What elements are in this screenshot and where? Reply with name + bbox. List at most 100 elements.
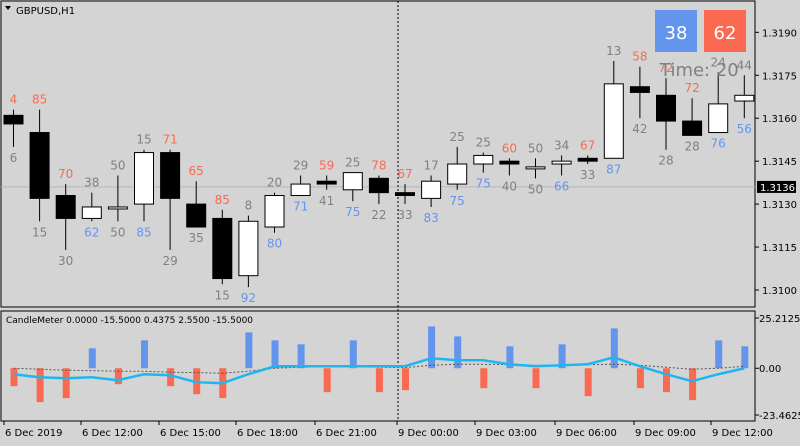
bear-candle[interactable] — [395, 192, 415, 197]
time-tick-label: 9 Dec 00:00 — [398, 428, 459, 439]
time-tick-label: 6 Dec 21:00 — [316, 428, 377, 439]
candle-bottom-percent: 75 — [450, 194, 465, 208]
bull-candle[interactable] — [81, 206, 102, 219]
bear-candle[interactable] — [55, 195, 76, 219]
candle-bottom-percent: 87 — [606, 162, 621, 176]
candle-bottom-percent: 75 — [345, 205, 360, 219]
candle-top-percent: 72 — [684, 81, 699, 95]
candle-bottom-percent: 28 — [684, 139, 699, 153]
candle-top-percent: 59 — [319, 158, 334, 172]
price-tick-label: 1.3175 — [762, 71, 797, 82]
histogram-bar-down — [663, 368, 670, 393]
chart-menu-triangle-icon[interactable] — [5, 6, 11, 10]
candle-top-percent: 8 — [245, 199, 253, 213]
bull-candle[interactable] — [708, 103, 729, 134]
indicator-signal-line — [13, 355, 745, 385]
candle-top-percent: 25 — [476, 136, 491, 150]
bear-candle[interactable] — [629, 86, 650, 93]
bear-candle[interactable] — [316, 180, 337, 185]
histogram-bar-down — [10, 368, 18, 387]
bull-candle[interactable] — [525, 166, 546, 170]
candle-top-percent: 72 — [658, 61, 673, 75]
current-price-box — [757, 180, 796, 193]
bull-candle[interactable] — [238, 220, 259, 277]
candle-top-percent: 17 — [423, 158, 438, 172]
candle-top-percent: 4 — [10, 93, 18, 107]
current-price-label: 1.3136 — [760, 183, 795, 194]
bear-candle[interactable] — [3, 114, 24, 125]
histogram-bar-down — [167, 368, 175, 387]
bull-candle[interactable] — [734, 94, 755, 102]
bear-candle[interactable] — [160, 152, 181, 199]
candle-top-percent: 67 — [580, 138, 595, 152]
buyers-box — [655, 10, 697, 52]
bear-candle[interactable] — [499, 160, 520, 165]
time-tick-label: 9 Dec 06:00 — [556, 428, 617, 439]
histogram-bar-up — [558, 344, 566, 369]
candle-top-percent: 78 — [371, 158, 386, 172]
candle-bottom-percent: 15 — [215, 288, 230, 302]
bear-candle[interactable] — [186, 203, 207, 228]
candle-top-percent: 29 — [293, 158, 308, 172]
bear-candle[interactable] — [212, 217, 233, 280]
candle-bottom-percent: 66 — [554, 179, 569, 193]
candle-bottom-percent: 85 — [136, 225, 151, 239]
bear-candle[interactable] — [29, 132, 50, 199]
time-tick-label: 6 Dec 18:00 — [237, 428, 298, 439]
candle-top-percent: 13 — [606, 44, 621, 58]
candle-bottom-percent: 75 — [476, 177, 491, 191]
sellers-count: 62 — [714, 23, 737, 44]
candle-top-percent: 38 — [84, 176, 99, 190]
histogram-bar-down — [584, 368, 592, 397]
histogram-bar-up — [297, 344, 305, 369]
histogram-bar-down — [689, 368, 697, 401]
candle-bottom-percent: 50 — [110, 225, 125, 239]
candle-top-percent: 25 — [450, 130, 465, 144]
candle-top-percent: 44 — [737, 58, 752, 72]
bull-candle[interactable] — [264, 195, 285, 228]
candle-bottom-percent: 50 — [528, 182, 543, 196]
candle-bottom-percent: 76 — [711, 137, 726, 151]
histogram-bar-down — [323, 368, 331, 393]
bull-candle[interactable] — [342, 172, 363, 191]
bull-candle[interactable] — [473, 154, 494, 165]
bear-candle[interactable] — [577, 157, 598, 162]
bear-candle[interactable] — [682, 120, 703, 136]
candle-top-percent: 85 — [32, 93, 47, 107]
candle-top-percent: 20 — [267, 176, 282, 190]
candle-bottom-percent: 15 — [32, 225, 47, 239]
candle-top-percent: 67 — [397, 167, 412, 181]
candle-bottom-percent: 92 — [241, 291, 256, 305]
symbol-title: GBPUSD,H1 — [16, 6, 75, 17]
bull-candle[interactable] — [134, 152, 154, 205]
price-tick-label: 1.3100 — [762, 286, 797, 297]
bull-candle[interactable] — [421, 180, 442, 199]
candle-top-percent: 60 — [502, 141, 517, 155]
candle-bottom-percent: 33 — [397, 208, 412, 222]
histogram-bar-up — [741, 346, 749, 369]
candle-top-percent: 24 — [711, 55, 726, 69]
histogram-bar-up — [715, 340, 723, 369]
histogram-bar-up — [349, 340, 357, 369]
candle-bottom-percent: 56 — [737, 122, 752, 136]
bull-candle[interactable] — [603, 83, 624, 159]
bull-candle[interactable] — [551, 160, 572, 165]
indicator-tick-label: -23.4625 — [759, 411, 800, 422]
bull-candle[interactable] — [107, 206, 128, 210]
candle-top-percent: 50 — [110, 158, 125, 172]
candle-bottom-percent: 80 — [267, 237, 282, 251]
price-tick-label: 1.3115 — [762, 243, 797, 254]
indicator-title: CandleMeter 0.0000 -15.5000 0.4375 2.550… — [6, 316, 253, 326]
histogram-bar-up — [88, 348, 96, 369]
bull-candle[interactable] — [290, 183, 311, 197]
candle-top-percent: 50 — [528, 141, 543, 155]
histogram-bar-up — [428, 326, 436, 369]
bear-candle[interactable] — [368, 177, 389, 194]
price-pane[interactable] — [0, 0, 756, 308]
bull-candle[interactable] — [447, 163, 468, 185]
histogram-bar-up — [610, 328, 618, 369]
candle-bottom-percent: 35 — [189, 231, 204, 245]
bear-candle[interactable] — [656, 94, 676, 122]
